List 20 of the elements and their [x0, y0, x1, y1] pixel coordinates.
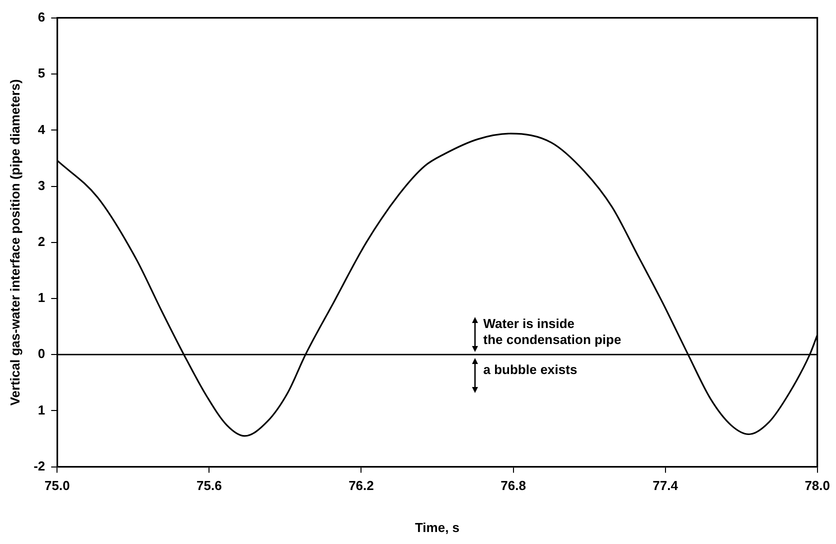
- annotation: Water is inside: [483, 316, 575, 332]
- y-tick-label: 4: [38, 122, 46, 137]
- y-tick-label: 6: [38, 10, 46, 25]
- annotation: the condensation pipe: [483, 332, 622, 348]
- y-tick-label: 1: [38, 402, 46, 418]
- x-tick-label: 75.0: [44, 478, 70, 494]
- y-tick-label: 2: [38, 234, 46, 249]
- y-tick-label: 5: [38, 66, 46, 81]
- x-tick-label: 76.2: [348, 478, 374, 494]
- x-tick-label: 78.0: [804, 478, 830, 494]
- y-axis-title: Vertical gas-water interface position (pipe diameters): [7, 79, 22, 406]
- y-tick-label: -2: [34, 458, 46, 474]
- y-tick-label: 1: [38, 290, 46, 306]
- x-tick-label: 76.8: [500, 478, 526, 494]
- y-tick-label: 3: [38, 178, 46, 193]
- x-axis-title: Time, s: [414, 520, 460, 535]
- annotation: a bubble exists: [483, 362, 578, 378]
- x-tick-label: 77.4: [652, 478, 679, 494]
- y-tick-label: 0: [38, 346, 46, 362]
- x-tick-label: 75.6: [196, 478, 222, 494]
